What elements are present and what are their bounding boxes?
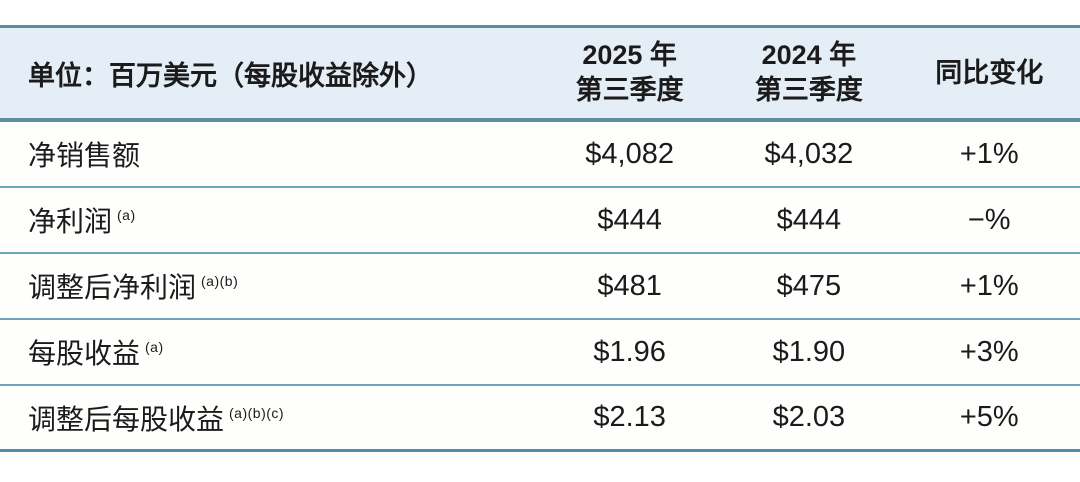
value-q3-2025: $481 xyxy=(597,269,662,302)
column-header-q3-2024-line2: 第三季度 xyxy=(754,75,863,105)
value-q3-2024: $444 xyxy=(776,203,842,236)
column-header-q3-2025-line1: 2025 年 xyxy=(582,40,677,70)
value-yoy: +1% xyxy=(959,137,1019,170)
column-header-yoy: 同比变化 xyxy=(935,57,1044,88)
column-header-q3-2024-line1: 2024 年 xyxy=(761,40,857,70)
footnote-marker: (a)(b)(c) xyxy=(229,404,285,421)
footnote-marker: (a) xyxy=(117,207,136,223)
row-label-text: 调整后每股收益 xyxy=(28,403,225,435)
row-label-text: 调整后净利润 xyxy=(28,272,197,303)
table-row-eps: 每股收益 (a) $1.96 $1.90 +3% xyxy=(0,320,1080,386)
value-q3-2024: $2.03 xyxy=(772,401,846,433)
row-label: 净销售额 xyxy=(0,134,540,174)
value-q3-2025: $4,082 xyxy=(585,137,674,170)
row-label: 每股收益 (a) xyxy=(0,332,540,372)
value-yoy: +5% xyxy=(959,401,1019,433)
row-label-text: 净利润 xyxy=(28,206,113,237)
table-row-net-sales: 净销售额 $4,082 $4,032 +1% xyxy=(0,122,1080,188)
value-yoy: +3% xyxy=(959,335,1019,368)
value-yoy: +1% xyxy=(959,269,1019,302)
unit-label: 单位：百万美元（每股收益除外） xyxy=(28,60,433,91)
column-header-q3-2025-line2: 第三季度 xyxy=(575,75,684,105)
footnote-marker: (a)(b) xyxy=(201,273,239,289)
financial-summary-table: 单位：百万美元（每股收益除外） 2025 年 第三季度 2024 年 第三季度 … xyxy=(0,25,1080,452)
value-q3-2025: $2.13 xyxy=(593,401,666,433)
table-row-adjusted-eps: 调整后每股收益 (a)(b)(c) $2.13 $2.03 +5% xyxy=(0,386,1080,452)
row-label: 净利润 (a) xyxy=(0,200,540,240)
row-label-text: 净销售额 xyxy=(28,140,141,171)
row-label: 调整后每股收益 (a)(b)(c) xyxy=(0,398,540,438)
column-header-q3-2025: 2025 年 第三季度 xyxy=(540,38,719,108)
footnote-marker: (a) xyxy=(145,339,164,355)
column-header-q3-2024: 2024 年 第三季度 xyxy=(719,38,898,108)
value-q3-2024: $4,032 xyxy=(764,137,854,170)
table-header-row: 单位：百万美元（每股收益除外） 2025 年 第三季度 2024 年 第三季度 … xyxy=(0,25,1080,122)
value-q3-2024: $1.90 xyxy=(772,335,846,368)
value-yoy: −% xyxy=(967,203,1011,236)
value-q3-2024: $475 xyxy=(776,269,842,302)
value-q3-2025: $444 xyxy=(597,203,662,236)
row-label-text: 每股收益 xyxy=(28,338,141,369)
row-label: 调整后净利润 (a)(b) xyxy=(0,266,540,306)
table-row-adjusted-net-income: 调整后净利润 (a)(b) $481 $475 +1% xyxy=(0,254,1080,320)
value-q3-2025: $1.96 xyxy=(593,335,666,368)
table-row-net-income: 净利润 (a) $444 $444 −% xyxy=(0,188,1080,254)
